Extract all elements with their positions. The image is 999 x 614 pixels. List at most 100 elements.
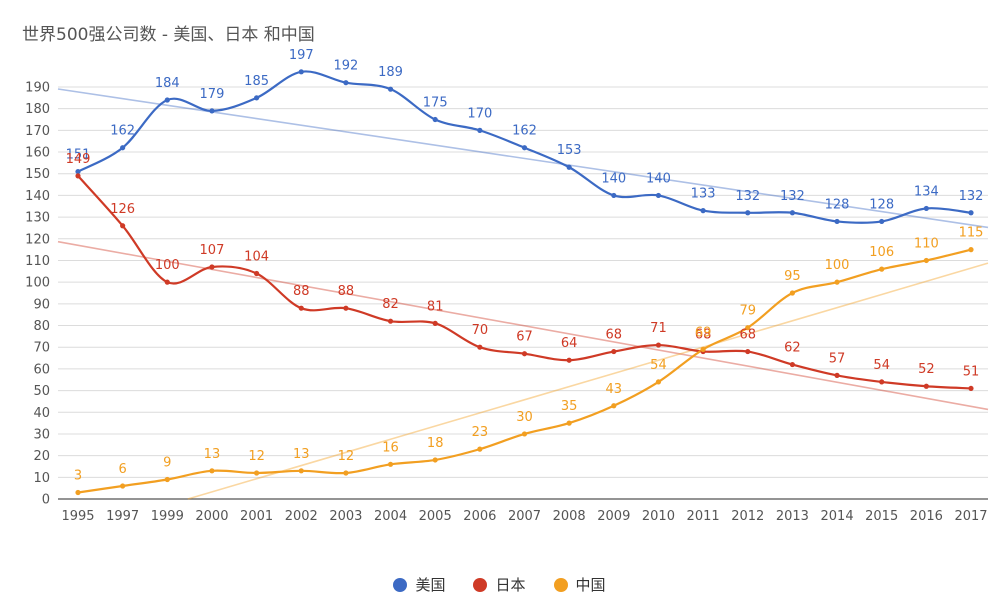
- y-tick-label: 90: [33, 297, 50, 312]
- data-label: 9: [163, 455, 171, 470]
- data-label: 52: [918, 362, 935, 377]
- data-point: [834, 372, 840, 378]
- data-label: 68: [695, 328, 712, 343]
- x-tick-label: 2007: [508, 509, 541, 524]
- data-label: 197: [289, 48, 314, 63]
- data-point: [298, 305, 304, 311]
- data-label: 88: [338, 284, 355, 299]
- data-point: [700, 346, 706, 352]
- trendlines: [57, 88, 989, 500]
- data-label: 184: [155, 76, 180, 91]
- data-points: [75, 69, 974, 496]
- x-tick-label: 2001: [240, 509, 273, 524]
- data-label: 140: [601, 171, 626, 186]
- data-label: 140: [646, 171, 671, 186]
- legend-swatch: [393, 577, 408, 592]
- data-label: 126: [110, 202, 135, 217]
- data-label: 16: [382, 440, 399, 455]
- data-label: 100: [825, 258, 850, 273]
- data-label: 71: [650, 321, 667, 336]
- data-label: 110: [914, 236, 939, 251]
- data-label: 133: [691, 187, 716, 202]
- y-tick-label: 0: [42, 493, 50, 508]
- data-label: 18: [427, 436, 444, 451]
- data-label: 104: [244, 249, 269, 264]
- x-tick-label: 2016: [910, 509, 943, 524]
- data-label: 115: [959, 226, 984, 241]
- x-tick-label: 2005: [419, 509, 452, 524]
- data-label: 106: [869, 245, 894, 260]
- legend-item: 美国: [393, 574, 445, 595]
- data-point: [834, 279, 840, 285]
- data-label: 67: [516, 330, 533, 345]
- legend-swatch: [473, 577, 488, 592]
- x-tick-label: 2014: [821, 509, 854, 524]
- y-tick-label: 130: [25, 211, 50, 226]
- data-label: 12: [338, 449, 355, 464]
- data-point: [611, 403, 617, 409]
- data-label: 12: [248, 449, 265, 464]
- y-tick-label: 30: [33, 427, 50, 442]
- data-point: [923, 383, 929, 389]
- x-tick-label: 2000: [195, 509, 228, 524]
- y-tick-label: 80: [33, 319, 50, 334]
- data-point: [343, 470, 349, 476]
- x-tick-label: 1995: [61, 509, 94, 524]
- data-label: 62: [784, 341, 801, 356]
- data-label: 132: [780, 189, 805, 204]
- legend-swatch: [553, 577, 568, 592]
- x-tick-label: 2009: [597, 509, 630, 524]
- x-tick-label: 1999: [151, 509, 184, 524]
- data-label: 170: [467, 106, 492, 121]
- data-label: 95: [784, 269, 801, 284]
- data-label: 54: [650, 358, 667, 373]
- data-point: [968, 247, 974, 253]
- y-tick-label: 110: [25, 254, 50, 269]
- data-label: 82: [382, 297, 399, 312]
- data-point: [879, 218, 885, 225]
- data-point: [75, 173, 81, 179]
- data-point: [343, 80, 349, 86]
- data-point: [477, 127, 483, 133]
- data-label: 57: [829, 351, 846, 366]
- data-point: [611, 192, 617, 199]
- data-label: 189: [378, 65, 403, 80]
- data-point: [298, 468, 304, 474]
- data-point: [432, 116, 438, 123]
- data-point: [387, 318, 394, 324]
- y-tick-label: 100: [25, 276, 50, 291]
- y-tick-label: 50: [33, 384, 50, 399]
- x-tick-label: 2017: [954, 509, 987, 524]
- x-tick-label: 2003: [329, 509, 362, 524]
- data-point: [879, 266, 885, 272]
- data-point: [566, 420, 572, 426]
- data-point: [879, 379, 885, 385]
- data-point: [745, 348, 751, 355]
- data-point: [834, 218, 840, 225]
- chart-title: 世界500强公司数 - 美国、日本 和中国: [22, 25, 315, 45]
- data-point: [789, 361, 796, 368]
- data-label: 134: [914, 184, 939, 199]
- data-point: [254, 270, 260, 277]
- data-label: 30: [516, 410, 533, 425]
- data-label: 88: [293, 284, 310, 299]
- data-point: [164, 476, 170, 483]
- data-point: [655, 379, 662, 385]
- y-axis-tick-labels: 0 10 20 30 40 50 60 70 80 90 100 110 120 130 140 150 160…: [25, 81, 50, 508]
- x-axis-tick-labels: 1995 1997 1999 2000 2001 2002 2003 2004 2005 2006…: [61, 509, 987, 524]
- data-point: [120, 145, 126, 151]
- data-label: 179: [200, 87, 225, 102]
- x-tick-label: 2015: [865, 509, 898, 524]
- data-label: 192: [333, 59, 358, 74]
- data-point: [745, 210, 751, 216]
- data-point: [521, 351, 528, 357]
- data-label: 162: [512, 124, 537, 139]
- y-tick-label: 150: [25, 167, 50, 182]
- y-tick-label: 170: [25, 124, 50, 139]
- data-label: 35: [561, 399, 578, 414]
- data-label: 128: [825, 197, 850, 212]
- y-tick-label: 160: [25, 146, 50, 161]
- legend-label: 中国: [575, 576, 606, 594]
- data-label: 3: [74, 468, 82, 483]
- data-point: [968, 210, 974, 216]
